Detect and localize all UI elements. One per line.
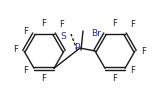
Text: F: F bbox=[13, 44, 18, 53]
Text: F: F bbox=[59, 20, 64, 29]
Text: F: F bbox=[113, 74, 117, 83]
Text: F: F bbox=[141, 46, 146, 56]
Text: P: P bbox=[74, 43, 80, 52]
Text: S: S bbox=[60, 32, 66, 40]
Text: F: F bbox=[130, 20, 135, 29]
Text: F: F bbox=[42, 19, 46, 28]
Text: F: F bbox=[130, 66, 135, 75]
Text: F: F bbox=[42, 74, 46, 83]
Text: F: F bbox=[113, 19, 117, 28]
Text: Br: Br bbox=[91, 29, 101, 37]
Text: F: F bbox=[23, 66, 28, 75]
Text: F: F bbox=[23, 27, 28, 36]
